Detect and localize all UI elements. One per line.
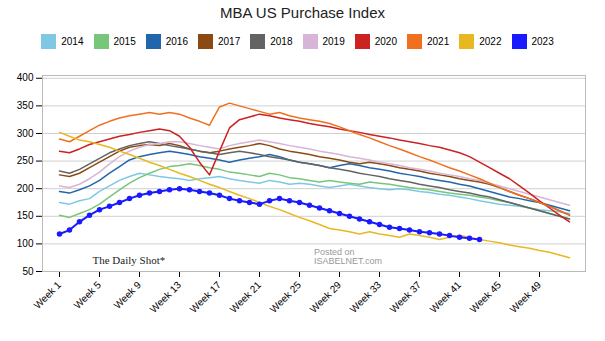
svg-text:200: 200 [17, 183, 34, 194]
svg-text:Week 17: Week 17 [188, 279, 224, 315]
svg-text:Week 13: Week 13 [148, 279, 184, 315]
svg-text:250: 250 [17, 155, 34, 166]
svg-text:Posted onISABELNET.com: Posted onISABELNET.com [314, 247, 382, 266]
html-text:MBA US Purchase Index: MBA US Purchase Index [220, 4, 385, 21]
svg-text:400: 400 [17, 72, 34, 83]
svg-text:100: 100 [17, 238, 34, 249]
html-text:2020: 2020 [374, 36, 397, 47]
html-text:2019: 2019 [322, 36, 345, 47]
html-text:2014: 2014 [61, 36, 84, 47]
svg-text:Week 25: Week 25 [268, 279, 304, 315]
html-text:2015: 2015 [113, 36, 136, 47]
svg-text:150: 150 [17, 210, 34, 221]
svg-text:The Daily Shot*: The Daily Shot* [93, 254, 166, 266]
svg-text:Week 29: Week 29 [308, 279, 344, 315]
svg-text:Week 45: Week 45 [468, 279, 504, 315]
svg-text:Week 9: Week 9 [112, 279, 144, 311]
svg-text:Week 5: Week 5 [72, 279, 104, 311]
html-text:2021: 2021 [427, 36, 450, 47]
html-text:2017: 2017 [218, 36, 241, 47]
svg-text:Week 41: Week 41 [428, 279, 464, 315]
svg-text:300: 300 [17, 128, 34, 139]
html-text:2022: 2022 [479, 36, 502, 47]
html-text:2018: 2018 [270, 36, 293, 47]
svg-text:Week 33: Week 33 [348, 279, 384, 315]
html-text:2023: 2023 [531, 36, 554, 47]
svg-text:Week 49: Week 49 [508, 279, 544, 315]
svg-text:50: 50 [22, 266, 34, 277]
svg-text:Week 1: Week 1 [32, 279, 64, 311]
html-text:2016: 2016 [165, 36, 188, 47]
svg-text:350: 350 [17, 100, 34, 111]
svg-text:Week 21: Week 21 [228, 279, 264, 315]
svg-text:Week 37: Week 37 [388, 279, 424, 315]
